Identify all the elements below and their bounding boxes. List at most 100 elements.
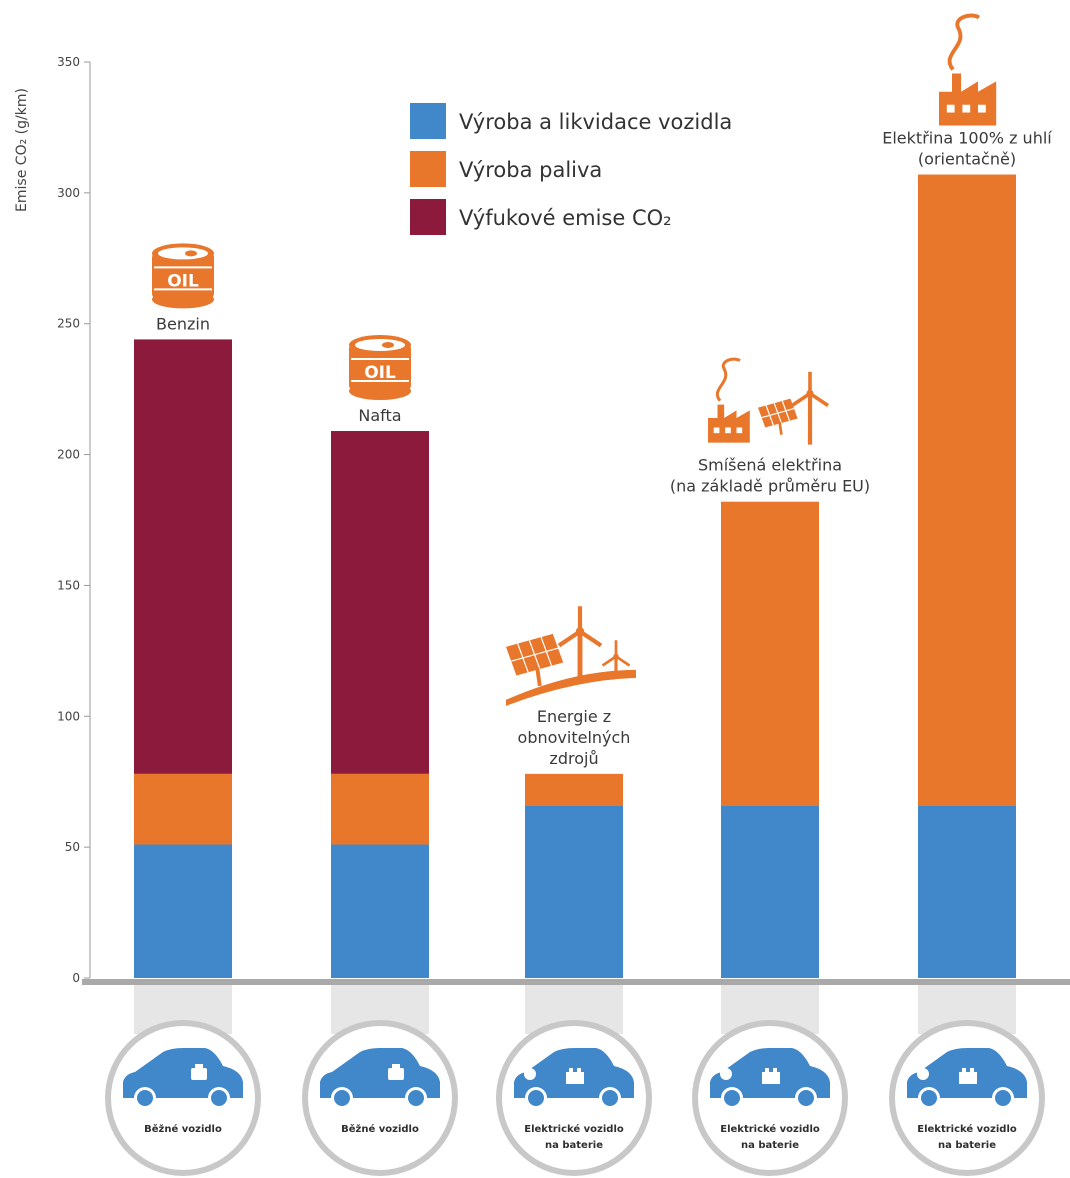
category-label: obnovitelných [518,728,631,747]
barrel-text: OIL [364,363,396,383]
barrel-cap [185,250,197,257]
plug-icon [524,1068,536,1080]
vehicle-label: Elektrické vozidlo [524,1123,624,1135]
engine-icon [191,1068,207,1080]
vehicle-label: Elektrické vozidlo [917,1123,1017,1135]
factory-window [946,104,955,113]
plug-icon [720,1068,732,1080]
oil-barrel-icon: OIL [349,335,411,401]
bars-group [134,174,1016,978]
bar-segment [918,174,1016,806]
baseline-bar [82,979,1070,985]
battery-terminal [962,1068,966,1072]
barrel-text: OIL [167,271,199,291]
wheel [798,1090,814,1106]
battery-icon [762,1072,780,1084]
car-icon [123,1048,243,1098]
factory-window [736,427,743,434]
wheel [528,1090,544,1106]
category-label: zdrojů [549,749,598,768]
category-label: Nafta [358,406,401,425]
battery-terminal [970,1068,974,1072]
bar-segment [134,844,232,978]
coal-factory-icon [939,13,997,126]
category-label: Elektřina 100% z uhlí [882,129,1052,148]
legend-label: Výroba paliva [459,158,602,182]
solar-grid [761,408,795,419]
y-axis-title: Emise CO₂ (g/km) [14,88,30,212]
battery-icon [566,1072,584,1084]
y-tick-label: 200 [57,448,80,462]
factory-window [725,427,731,434]
turbine-blade [578,629,603,648]
bar-segment [331,431,429,774]
vehicle-badge: Běžné vozidlo [105,985,261,1176]
factory-window [713,427,720,434]
plug-icon [917,1068,929,1080]
y-tick-label: 0 [72,971,80,985]
turbine-blade [809,391,829,407]
smoke-curl [716,357,741,402]
bar-segment [134,339,232,774]
turbine-blade [557,629,582,648]
y-tick-label: 350 [57,55,80,69]
vehicle-label: na baterie [741,1140,799,1151]
barrel-bottom [349,382,411,401]
car-icon [320,1048,440,1098]
factory-body [708,404,750,443]
wheel [211,1090,227,1106]
y-axis: 0 50 100 150 200 250 300 350 Emise CO₂ (g/km) [14,55,1070,985]
category-label: Benzin [156,314,210,333]
vehicle-badge: Elektrické vozidlo na baterie [889,985,1045,1176]
engine-top [392,1064,400,1068]
bar-segment [525,773,623,806]
mixed-power-icon [708,357,829,445]
battery-terminal [569,1068,573,1072]
vehicle-badge: Elektrické vozidlo na baterie [496,985,652,1176]
factory-window [962,104,971,113]
barrel-body [349,343,411,392]
bar-segment [134,773,232,845]
bar-segment [331,773,429,845]
vehicle-label: Běžné vozidlo [144,1123,222,1135]
bar-segment [331,844,429,978]
legend-swatch [410,151,446,187]
wheel [408,1090,424,1106]
wheel [921,1090,937,1106]
vehicle-row: Běžné vozidlo Běžné vozidlo Elektrické voz… [105,985,1045,1176]
y-tick-label: 150 [57,578,80,592]
bar-segment [918,805,1016,978]
barrel-lid [355,339,405,352]
battery-icon [959,1072,977,1084]
oil-barrel-icon: OIL [152,243,214,309]
turbine-blade [615,655,631,667]
vehicle-badge: Běžné vozidlo [302,985,458,1176]
wheel [724,1090,740,1106]
turbine-blade [601,655,617,667]
solar-grid [511,647,559,662]
engine-top [195,1064,203,1068]
category-label: (orientačně) [918,150,1016,169]
legend-label: Výroba a likvidace vozidla [459,110,732,134]
legend-swatch [410,199,446,235]
category-label: Smíšená elektřina [698,456,842,475]
vehicle-label: na baterie [545,1140,603,1151]
battery-terminal [765,1068,769,1072]
battery-terminal [773,1068,777,1072]
bar-segment [721,805,819,978]
y-tick-label: 50 [65,840,80,854]
factory-body [939,73,997,126]
smoke-curl [947,13,981,71]
y-tick-label: 250 [57,317,80,331]
category-label: (na základě průměru EU) [670,477,870,496]
vehicle-label: na baterie [938,1140,996,1151]
solar-post [778,421,783,435]
legend-label: Výfukové emise CO₂ [459,206,672,230]
vehicle-label: Elektrické vozidlo [720,1123,820,1135]
battery-terminal [577,1068,581,1072]
barrel-cap [382,342,394,349]
bar-segment [525,805,623,978]
legend: Výroba a likvidace vozidla Výroba paliva V… [410,103,732,235]
y-tick-label: 100 [57,709,80,723]
